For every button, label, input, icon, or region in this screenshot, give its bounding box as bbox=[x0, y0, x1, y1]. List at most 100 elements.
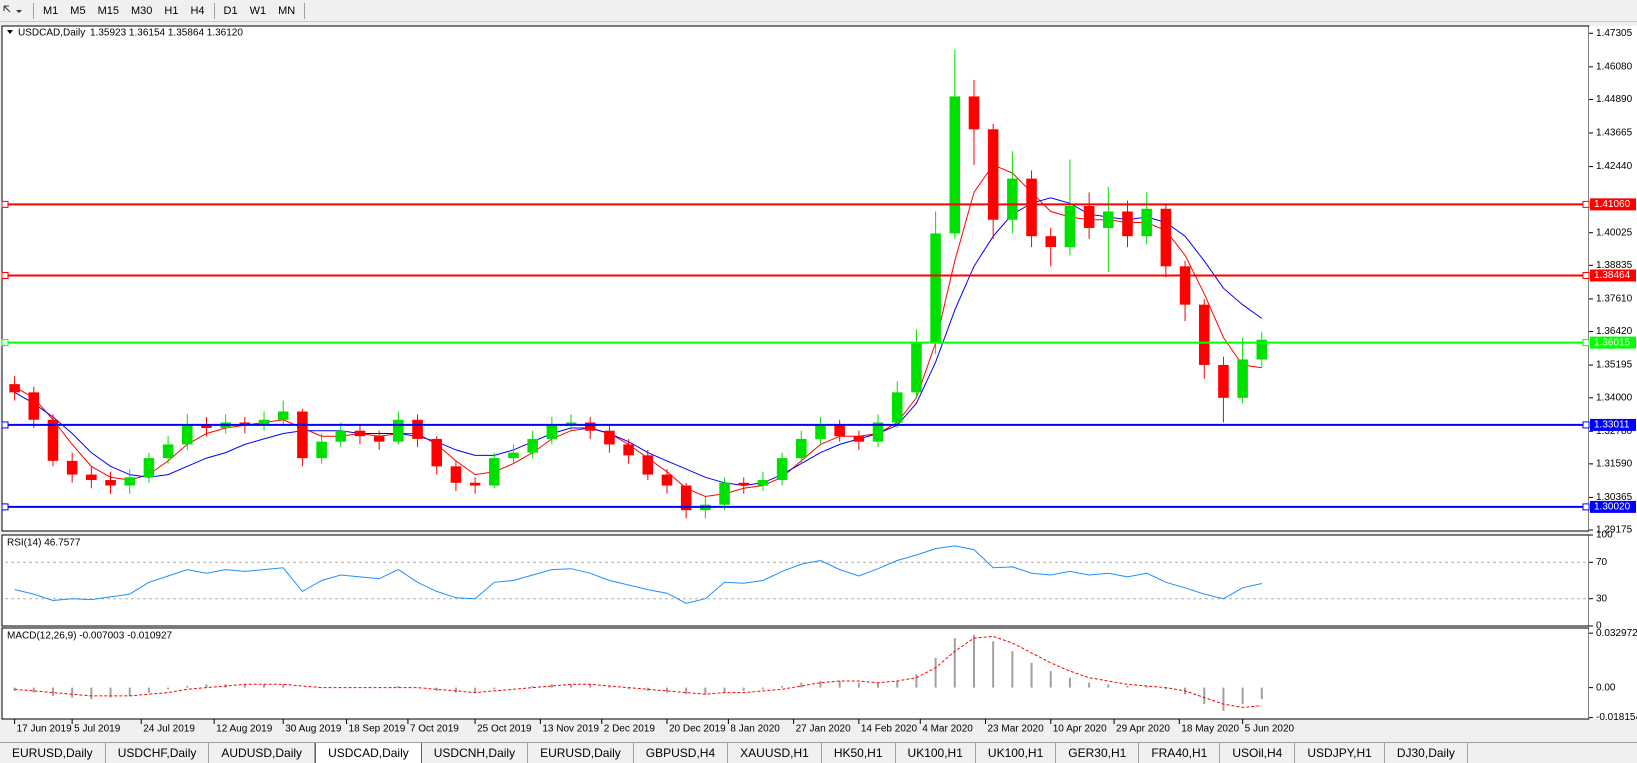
candle-body bbox=[431, 438, 443, 467]
candle-body bbox=[1026, 178, 1037, 237]
timeframe-button[interactable]: W1 bbox=[249, 4, 267, 17]
macd-signal bbox=[14, 635, 1262, 708]
menu-arrow[interactable] bbox=[7, 30, 13, 34]
cursor-icon[interactable] bbox=[0, 2, 30, 20]
y-tick-label: 1.32780 bbox=[1596, 426, 1633, 437]
candle-body bbox=[834, 425, 845, 437]
chart-tab[interactable]: USDCAD,Daily bbox=[315, 743, 422, 763]
timeframe-button[interactable]: H1 bbox=[164, 4, 179, 17]
candle-body bbox=[623, 444, 634, 456]
y-tick-label: 1.47305 bbox=[1596, 28, 1633, 39]
chart-tab[interactable]: XAUUSD,H1 bbox=[728, 743, 822, 763]
level-marker bbox=[1, 339, 9, 347]
candle-body bbox=[642, 455, 654, 475]
rsi-line bbox=[14, 545, 1262, 604]
level-marker bbox=[1582, 200, 1590, 208]
level-marker bbox=[1, 503, 9, 511]
timeframe-button[interactable]: M30 bbox=[130, 4, 153, 17]
x-tick-label: 20 Dec 2019 bbox=[669, 724, 726, 735]
chart-tab[interactable]: FRA40,H1 bbox=[1139, 743, 1221, 763]
level-label: 1.36015 bbox=[1594, 337, 1631, 348]
separator bbox=[213, 2, 215, 19]
x-tick-label: 18 May 2020 bbox=[1181, 724, 1239, 735]
candle-body bbox=[450, 466, 462, 483]
level-label-box bbox=[1590, 198, 1636, 211]
chart-tab[interactable]: USOil,H4 bbox=[1220, 743, 1296, 763]
candle-body bbox=[1160, 208, 1172, 267]
candle-body bbox=[1218, 364, 1229, 398]
candle-body bbox=[949, 96, 961, 234]
chart-tab[interactable]: USDJPY,H1 bbox=[1295, 743, 1385, 763]
rsi-panel bbox=[1, 534, 1590, 627]
candle-body bbox=[412, 419, 423, 439]
x-tick-label: 27 Jan 2020 bbox=[796, 724, 851, 735]
candle-body bbox=[1045, 236, 1057, 248]
timeframe-button[interactable]: H4 bbox=[190, 4, 205, 17]
timeframe-button[interactable]: MN bbox=[278, 4, 296, 17]
toolbar: M1 M5 M15 M30 H1 H4 D1 W1 MN bbox=[0, 0, 1637, 22]
candle-body bbox=[335, 430, 347, 442]
rsi-title: RSI(14) 46.7577 bbox=[7, 538, 81, 549]
x-tick-label: 30 Aug 2019 bbox=[285, 724, 342, 735]
level-marker bbox=[1, 200, 9, 208]
candle-body bbox=[1103, 211, 1114, 228]
y-tick-label: 1.46080 bbox=[1596, 61, 1633, 72]
x-tick-label: 5 Jul 2019 bbox=[74, 724, 121, 735]
candle-body bbox=[565, 422, 577, 426]
candle-body bbox=[930, 233, 941, 344]
candle-body bbox=[489, 458, 500, 486]
candle-body bbox=[297, 411, 308, 459]
level-marker bbox=[1, 421, 9, 429]
chart-tab[interactable]: UK100,H1 bbox=[896, 743, 976, 763]
candle-body bbox=[162, 444, 174, 459]
chart-tab[interactable]: GBPUSD,H4 bbox=[634, 743, 729, 763]
chart-tab[interactable]: USDCHF,Daily bbox=[106, 743, 210, 763]
y-tick-label: 1.37610 bbox=[1596, 294, 1633, 305]
candle-body bbox=[987, 129, 999, 220]
y-tick-label: 1.44890 bbox=[1596, 94, 1633, 105]
candle-body bbox=[316, 441, 327, 459]
candle-body bbox=[584, 422, 596, 431]
chart-tab[interactable]: EURUSD,Daily bbox=[0, 743, 106, 763]
timeframe-button[interactable]: D1 bbox=[223, 4, 238, 17]
level-marker bbox=[1582, 421, 1590, 429]
chart-tab[interactable]: USDCNH,Daily bbox=[422, 743, 529, 763]
candle-body bbox=[872, 422, 884, 442]
separator bbox=[33, 2, 34, 19]
chart-tab[interactable]: AUDUSD,Daily bbox=[209, 743, 316, 763]
y-tick-label: 1.38835 bbox=[1596, 260, 1633, 271]
candle-body bbox=[393, 419, 404, 442]
candle-body bbox=[201, 425, 212, 428]
chart-tab[interactable]: DJ30,Daily bbox=[1385, 743, 1468, 763]
candle-body bbox=[277, 411, 289, 420]
candle-body bbox=[1256, 339, 1268, 360]
chart-tab[interactable]: UK100,H1 bbox=[976, 743, 1057, 763]
y-tick-label: 1.43665 bbox=[1596, 128, 1633, 139]
y-tick-label: 1.30365 bbox=[1596, 492, 1633, 503]
x-tick-label: 8 Jan 2020 bbox=[730, 724, 780, 735]
candle-body bbox=[527, 438, 538, 453]
y-tick-label: -0.018154 bbox=[1596, 712, 1637, 723]
candle-body bbox=[1198, 304, 1210, 365]
main-panel bbox=[1, 25, 1590, 532]
candle-body bbox=[1122, 211, 1133, 237]
y-tick-label: 100 bbox=[1596, 530, 1613, 541]
candle-body bbox=[508, 452, 519, 459]
timeframe-button[interactable]: M5 bbox=[70, 4, 86, 17]
chart-tab[interactable]: HK50,H1 bbox=[822, 743, 896, 763]
x-tick-label: 12 Aug 2019 bbox=[216, 724, 273, 735]
moving-average bbox=[14, 197, 1263, 487]
candle-body bbox=[9, 384, 20, 393]
y-tick-label: 0 bbox=[1596, 621, 1602, 632]
x-tick-label: 17 Jun 2019 bbox=[17, 724, 72, 735]
candle-body bbox=[258, 419, 270, 426]
y-tick-label: 1.29175 bbox=[1596, 525, 1633, 536]
chart-tab[interactable]: EURUSD,Daily bbox=[528, 743, 634, 763]
timeframe-button[interactable]: M1 bbox=[43, 4, 59, 17]
chart-tab[interactable]: GER30,H1 bbox=[1056, 743, 1140, 763]
y-tick-label: 1.36420 bbox=[1596, 326, 1633, 337]
x-tick-label: 5 Jun 2020 bbox=[1245, 724, 1295, 735]
separator bbox=[304, 2, 306, 19]
timeframe-button[interactable]: M15 bbox=[97, 4, 119, 17]
